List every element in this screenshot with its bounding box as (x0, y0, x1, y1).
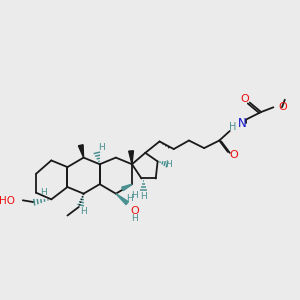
Text: O: O (241, 94, 249, 104)
Text: HO: HO (0, 196, 15, 206)
Text: O: O (130, 206, 139, 216)
Text: O: O (229, 150, 238, 160)
Polygon shape (129, 151, 134, 164)
Text: H: H (80, 207, 87, 216)
Polygon shape (122, 184, 132, 190)
Polygon shape (78, 145, 84, 158)
Text: H: H (140, 192, 147, 201)
Text: H: H (165, 160, 172, 169)
Text: O: O (278, 102, 287, 112)
Text: H: H (229, 122, 236, 132)
Text: H: H (126, 194, 133, 203)
Polygon shape (116, 194, 128, 205)
Text: H: H (98, 143, 105, 152)
Text: H: H (131, 191, 138, 200)
Text: N: N (238, 117, 247, 130)
Text: H: H (131, 214, 138, 223)
Text: H: H (40, 188, 47, 197)
